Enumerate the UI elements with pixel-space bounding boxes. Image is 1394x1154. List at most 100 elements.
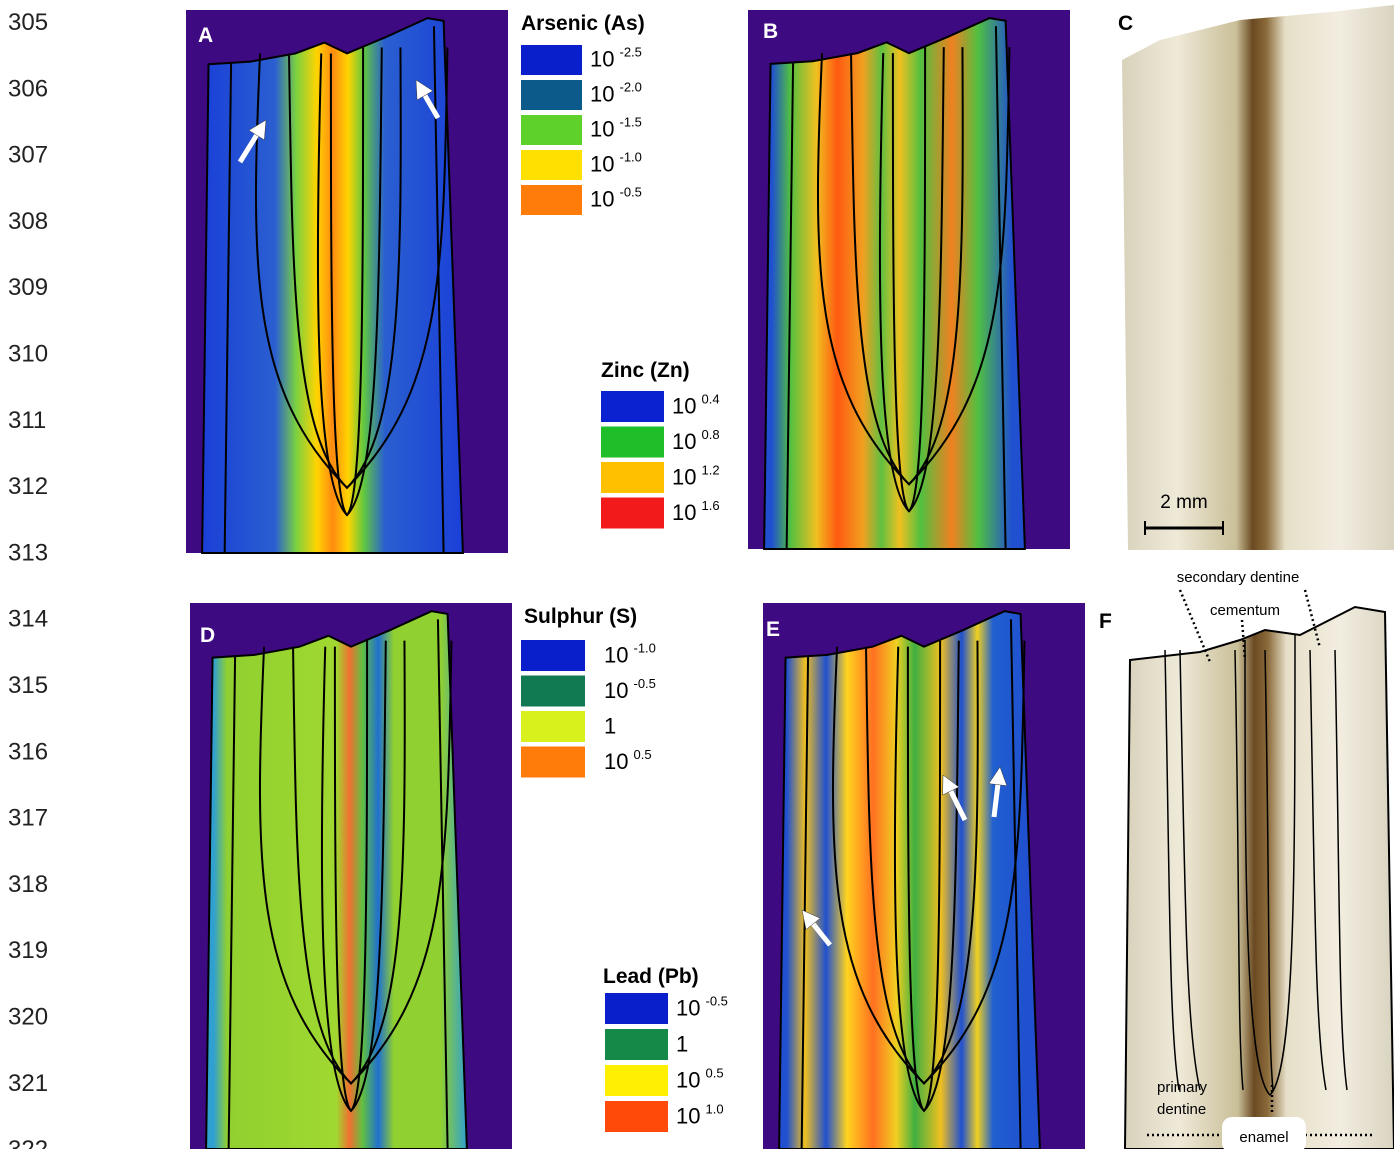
legend-swatch bbox=[605, 993, 668, 1024]
legend-label: 10 -1.0 bbox=[590, 150, 642, 177]
line-number: 315 bbox=[8, 672, 48, 699]
line-number: 318 bbox=[8, 871, 48, 898]
tooth-photo bbox=[1122, 5, 1394, 550]
legend-label: 101.6 bbox=[672, 498, 720, 525]
legend-title: Arsenic (As) bbox=[521, 12, 645, 35]
legend-label: 10 -0.5 bbox=[604, 676, 656, 703]
panel-label: E bbox=[766, 618, 780, 641]
legend-exponent: -1.0 bbox=[633, 640, 655, 655]
legend-base: 10 bbox=[672, 429, 696, 454]
line-number: 321 bbox=[8, 1070, 48, 1097]
legend-swatch bbox=[605, 1101, 668, 1132]
legend-swatch bbox=[601, 391, 664, 422]
legend-base: 10 bbox=[676, 1103, 700, 1128]
annotation: cementum bbox=[1210, 602, 1280, 619]
legend-exponent: -1.0 bbox=[619, 150, 641, 165]
panel-label: F bbox=[1099, 610, 1112, 633]
legend-base: 10 bbox=[590, 82, 614, 107]
legend-exponent: 0.8 bbox=[701, 427, 719, 442]
legend-base: 10 bbox=[604, 749, 628, 774]
legend-label: 10 -2.0 bbox=[590, 80, 642, 107]
legend-exponent: -2.0 bbox=[619, 80, 641, 95]
panel-label: B bbox=[763, 20, 778, 43]
line-number: 322 bbox=[8, 1136, 48, 1149]
legend-swatch bbox=[521, 115, 582, 145]
line-number: 312 bbox=[8, 473, 48, 500]
line-number: 316 bbox=[8, 738, 48, 765]
legend-swatch bbox=[521, 150, 582, 180]
legend-swatch bbox=[605, 1029, 668, 1060]
figure: 305 306 307 308 309 310 311 312 313 314 315 316 317 3… bbox=[0, 0, 1394, 1149]
legend-base: 1 bbox=[604, 713, 616, 738]
legend-swatch bbox=[521, 185, 582, 215]
line-number: 317 bbox=[8, 805, 48, 832]
legend-base: 10 bbox=[590, 47, 614, 72]
legend-base: 10 bbox=[604, 642, 628, 667]
annotation: enamel bbox=[1239, 1129, 1288, 1146]
legend-exponent: -0.5 bbox=[633, 676, 655, 691]
legend-swatch bbox=[521, 747, 585, 778]
legend-swatch bbox=[521, 45, 582, 75]
page: {"line_numbers": [305, 306, 307, 308, 30… bbox=[0, 0, 1394, 1149]
legend-swatch bbox=[601, 498, 664, 529]
line-number: 314 bbox=[8, 606, 48, 633]
line-number: 309 bbox=[8, 274, 48, 301]
legend-swatch bbox=[521, 640, 585, 671]
legend-exponent: 0.5 bbox=[633, 747, 651, 762]
legend-base: 10 bbox=[590, 117, 614, 142]
legend-label: 10 -1.5 bbox=[590, 115, 642, 142]
panel-label: A bbox=[198, 24, 213, 47]
legend-base: 10 bbox=[590, 187, 614, 212]
legend-exponent: 1.2 bbox=[701, 462, 719, 477]
legend-exponent: -1.5 bbox=[619, 115, 641, 130]
heatmap-panel bbox=[186, 10, 508, 553]
legend-swatch bbox=[521, 80, 582, 110]
annotation: dentine bbox=[1157, 1101, 1206, 1118]
line-number: 319 bbox=[8, 937, 48, 964]
legend-title: Zinc (Zn) bbox=[601, 359, 690, 382]
line-number: 305 bbox=[8, 9, 48, 36]
legend-title: Lead (Pb) bbox=[603, 965, 699, 988]
legend-exponent: 0.4 bbox=[701, 391, 719, 406]
legend-exponent: 0.5 bbox=[705, 1065, 723, 1080]
legend-exponent: -2.5 bbox=[619, 45, 641, 60]
legend-exponent: -0.5 bbox=[619, 185, 641, 200]
legend-label: 10-0.5 bbox=[676, 993, 728, 1020]
legend-base: 10 bbox=[590, 152, 614, 177]
legend-label: 10 -2.5 bbox=[590, 45, 642, 72]
legend-exponent: 1.0 bbox=[705, 1101, 723, 1116]
legend-swatch bbox=[601, 427, 664, 458]
scale-bar-label: 2 mm bbox=[1160, 492, 1208, 513]
line-number: 308 bbox=[8, 208, 48, 235]
heatmap-panel bbox=[763, 603, 1085, 1149]
legend-base: 10 bbox=[672, 464, 696, 489]
line-number: 307 bbox=[8, 142, 48, 169]
legend-base: 10 bbox=[676, 995, 700, 1020]
legend-swatch bbox=[521, 676, 585, 707]
legend-base: 10 bbox=[672, 393, 696, 418]
legend-exponent: 1.6 bbox=[701, 498, 719, 513]
annotation: primary bbox=[1157, 1079, 1208, 1096]
legend-label: 10 -1.0 bbox=[604, 640, 656, 667]
legend-base: 1 bbox=[676, 1031, 688, 1056]
heatmap-panel bbox=[748, 10, 1070, 549]
line-number: 320 bbox=[8, 1004, 48, 1031]
legend-base: 10 bbox=[604, 678, 628, 703]
legend-label: 1 bbox=[604, 713, 616, 738]
line-number: 306 bbox=[8, 75, 48, 102]
panel-label: D bbox=[200, 624, 215, 647]
heatmap-panel bbox=[190, 603, 512, 1149]
legend-base: 10 bbox=[672, 500, 696, 525]
panel-label: C bbox=[1118, 12, 1133, 35]
annotation: secondary dentine bbox=[1177, 569, 1300, 586]
legend-base: 10 bbox=[676, 1067, 700, 1092]
legend-label: 10 -0.5 bbox=[590, 185, 642, 212]
line-number: 313 bbox=[8, 539, 48, 566]
line-number: 311 bbox=[8, 407, 46, 434]
line-number: 310 bbox=[8, 341, 48, 368]
